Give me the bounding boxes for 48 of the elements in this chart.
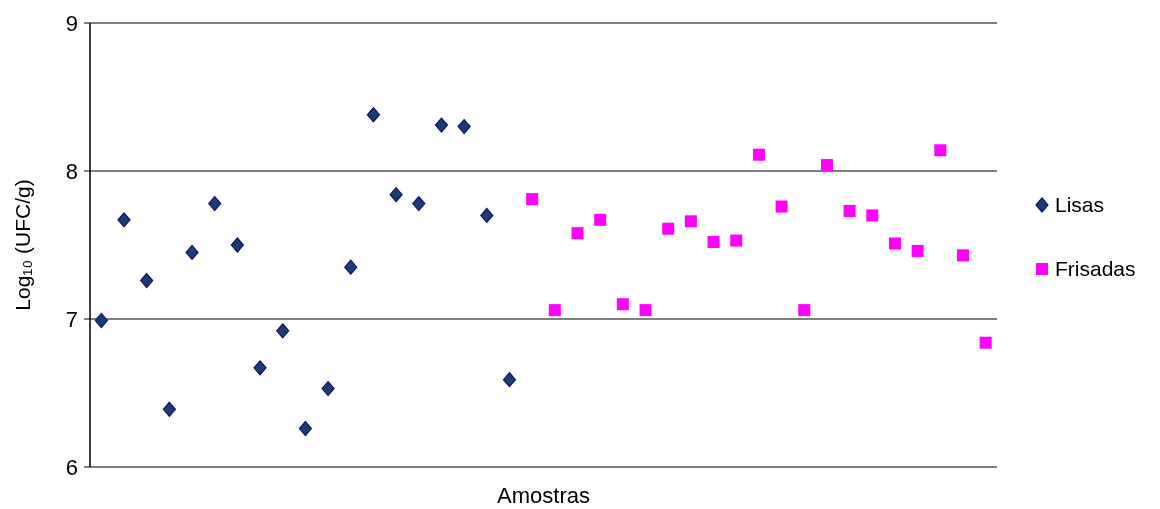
point <box>162 401 176 417</box>
point <box>956 249 969 262</box>
point <box>208 195 222 212</box>
legend-label: Lisas <box>1055 193 1105 217</box>
point <box>820 159 833 172</box>
point <box>548 304 561 317</box>
point <box>934 144 947 157</box>
point <box>775 200 788 213</box>
point <box>298 420 313 437</box>
legend-label: Frisadas <box>1055 257 1136 281</box>
point <box>866 209 879 222</box>
point <box>321 380 335 397</box>
point <box>94 312 108 329</box>
point <box>276 323 290 339</box>
y-axis-title: Log₁₀ (UFC/g) <box>11 179 34 311</box>
point <box>253 360 267 376</box>
point <box>457 119 471 135</box>
point <box>911 244 924 257</box>
point <box>434 117 449 133</box>
point <box>526 193 539 206</box>
point <box>117 212 131 228</box>
point <box>888 237 901 250</box>
y-tick-label: 6 <box>65 454 78 480</box>
point <box>979 336 992 349</box>
point <box>843 204 856 217</box>
point <box>344 259 358 275</box>
point <box>412 195 426 212</box>
y-tick-label: 8 <box>65 158 78 184</box>
point <box>730 234 743 247</box>
point <box>140 272 154 289</box>
point <box>502 372 517 388</box>
x-axis-title: Amostras <box>497 483 590 508</box>
y-tick-label: 7 <box>65 306 78 332</box>
point <box>389 187 403 203</box>
point <box>480 207 494 223</box>
point <box>185 244 199 260</box>
point <box>662 222 675 235</box>
point <box>707 236 720 249</box>
point <box>639 304 652 317</box>
point <box>594 213 607 226</box>
point <box>616 298 629 311</box>
point <box>684 215 697 228</box>
point <box>571 227 584 240</box>
point <box>230 237 244 253</box>
point <box>752 148 765 161</box>
point <box>798 304 811 317</box>
y-tick-label: 9 <box>65 10 78 36</box>
point <box>366 107 381 123</box>
